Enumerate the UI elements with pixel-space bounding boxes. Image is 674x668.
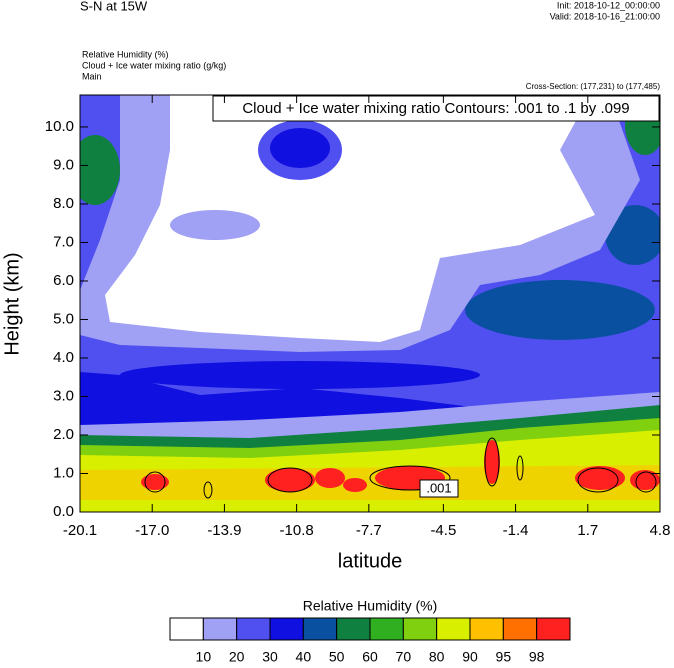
colorbar-label: 80 bbox=[429, 649, 445, 665]
colorbar-box bbox=[536, 617, 571, 641]
colorbar-label: 95 bbox=[496, 649, 512, 665]
colorbar-box bbox=[169, 617, 204, 641]
field bbox=[80, 95, 660, 512]
valid-time: Valid: 2018-10-16_21:00:00 bbox=[550, 11, 660, 21]
y-tick-label: 0.0 bbox=[53, 503, 74, 520]
colorbar-label: 10 bbox=[196, 649, 212, 665]
chart-title: S-N at 15W bbox=[80, 0, 148, 13]
field-label: Cloud + Ice water mixing ratio (g/kg) bbox=[82, 60, 226, 70]
field-label: Relative Humidity (%) bbox=[82, 49, 169, 59]
x-tick-label: 4.8 bbox=[650, 522, 671, 539]
colorbar-title: Relative Humidity (%) bbox=[303, 598, 438, 614]
colorbar-label: 98 bbox=[529, 649, 545, 665]
contour-line bbox=[144, 437, 657, 499]
colorbar-label: 40 bbox=[296, 649, 312, 665]
contour-label-box bbox=[419, 479, 459, 498]
colorbar-box bbox=[336, 617, 371, 641]
x-tick-label: 1.7 bbox=[577, 522, 598, 539]
y-tick-label: 2.0 bbox=[53, 426, 74, 443]
colorbar-label: 70 bbox=[396, 649, 412, 665]
colorbar-box bbox=[202, 617, 238, 641]
y-tick-label: 7.0 bbox=[53, 233, 74, 250]
contour-info-box bbox=[212, 95, 660, 122]
field-fill bbox=[120, 361, 480, 389]
colorbar-box bbox=[269, 617, 304, 641]
init-time: Init: 2018-10-12_00:00:00 bbox=[557, 0, 660, 10]
x-tick-label: -17.0 bbox=[135, 522, 169, 539]
x-tick-label: -4.5 bbox=[430, 522, 456, 539]
field-fill bbox=[605, 205, 660, 265]
colorbar-label: 30 bbox=[262, 649, 278, 665]
contour-info: Cloud + Ice water mixing ratio Contours:… bbox=[242, 100, 629, 117]
y-tick-label: 5.0 bbox=[53, 310, 74, 327]
cross-section: Cross-Section: (177,231) to (177,485) bbox=[526, 82, 661, 91]
colorbar-label: 20 bbox=[229, 649, 245, 665]
field-fill bbox=[270, 128, 330, 168]
field-fill bbox=[465, 280, 655, 340]
colorbar-box bbox=[369, 617, 404, 641]
x-tick-label: -20.1 bbox=[63, 522, 97, 539]
field-fill bbox=[80, 465, 660, 500]
contour-label: .001 bbox=[426, 480, 451, 495]
x-tick-label: -7.7 bbox=[356, 522, 382, 539]
y-tick-label: 10.0 bbox=[45, 118, 74, 135]
x-axis-label: latitude bbox=[338, 550, 403, 572]
y-tick-label: 3.0 bbox=[53, 387, 74, 404]
colorbar-box bbox=[236, 617, 271, 641]
field-fill bbox=[170, 210, 260, 240]
y-tick-label: 9.0 bbox=[53, 156, 74, 173]
y-tick-label: 8.0 bbox=[53, 195, 74, 212]
colorbar-box bbox=[436, 617, 471, 641]
colorbar-box bbox=[502, 617, 538, 641]
field-label: Main bbox=[82, 71, 102, 81]
colorbar-box bbox=[402, 617, 438, 641]
x-tick-label: -1.4 bbox=[503, 522, 529, 539]
y-axis-label: Height (km) bbox=[1, 252, 23, 355]
field-fill bbox=[80, 135, 120, 205]
field-fill bbox=[105, 95, 595, 342]
x-tick-label: -10.8 bbox=[280, 522, 314, 539]
colorbar-box bbox=[469, 617, 504, 641]
x-tick-label: -13.9 bbox=[207, 522, 241, 539]
y-tick-label: 4.0 bbox=[53, 349, 74, 366]
plot-frame bbox=[79, 94, 661, 513]
colorbar-label: 90 bbox=[462, 649, 478, 665]
y-tick-label: 6.0 bbox=[53, 272, 74, 289]
colorbar-label: 60 bbox=[362, 649, 378, 665]
colorbar-label: 50 bbox=[329, 649, 345, 665]
y-tick-label: 1.0 bbox=[53, 464, 74, 481]
colorbar-box bbox=[302, 617, 338, 641]
